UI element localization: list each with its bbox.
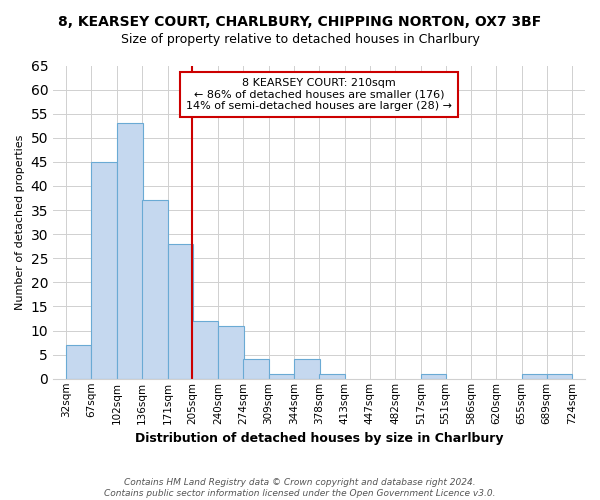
- Bar: [319, 374, 344, 379]
- Bar: [117, 124, 143, 379]
- Bar: [547, 374, 572, 379]
- Bar: [218, 326, 244, 379]
- Bar: [522, 374, 547, 379]
- X-axis label: Distribution of detached houses by size in Charlbury: Distribution of detached houses by size …: [135, 432, 503, 445]
- Bar: [269, 374, 294, 379]
- Bar: [294, 360, 320, 379]
- Bar: [66, 345, 91, 379]
- Text: 8, KEARSEY COURT, CHARLBURY, CHIPPING NORTON, OX7 3BF: 8, KEARSEY COURT, CHARLBURY, CHIPPING NO…: [58, 15, 542, 29]
- Text: 8 KEARSEY COURT: 210sqm
← 86% of detached houses are smaller (176)
14% of semi-d: 8 KEARSEY COURT: 210sqm ← 86% of detache…: [186, 78, 452, 111]
- Bar: [167, 244, 193, 379]
- Bar: [193, 321, 218, 379]
- Bar: [142, 200, 167, 379]
- Bar: [243, 360, 269, 379]
- Bar: [91, 162, 117, 379]
- Bar: [421, 374, 446, 379]
- Text: Size of property relative to detached houses in Charlbury: Size of property relative to detached ho…: [121, 32, 479, 46]
- Y-axis label: Number of detached properties: Number of detached properties: [15, 134, 25, 310]
- Text: Contains HM Land Registry data © Crown copyright and database right 2024.
Contai: Contains HM Land Registry data © Crown c…: [104, 478, 496, 498]
